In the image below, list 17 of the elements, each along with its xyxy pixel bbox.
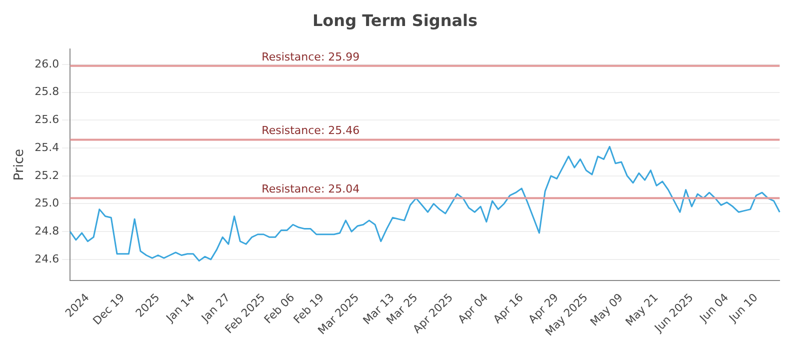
x-tick-label: Dec 19 — [90, 290, 128, 328]
y-tick-label: 25.8 — [34, 85, 60, 98]
chart-title: Long Term Signals — [312, 10, 478, 30]
y-tick-label: 25.2 — [34, 168, 60, 182]
ref-line-label: Resistance: 25.99 — [262, 50, 360, 64]
x-tick-label: Apr 16 — [490, 290, 526, 326]
y-tick-label: 26.0 — [34, 57, 60, 70]
ref-line-label: Resistance: 25.04 — [262, 182, 360, 196]
y-axis-title: Price — [12, 148, 28, 181]
y-tick-label: 25.4 — [34, 140, 60, 154]
ref-line-label: Resistance: 25.46 — [262, 124, 360, 138]
y-tick-label: 25.0 — [34, 196, 60, 210]
x-tick-label: Apr 04 — [456, 290, 491, 326]
y-tick-label: 25.6 — [34, 113, 60, 126]
y-tick-label: 24.6 — [34, 252, 60, 266]
y-tick-label: 24.8 — [34, 224, 60, 238]
x-tick-label: Jan 14 — [163, 290, 198, 326]
